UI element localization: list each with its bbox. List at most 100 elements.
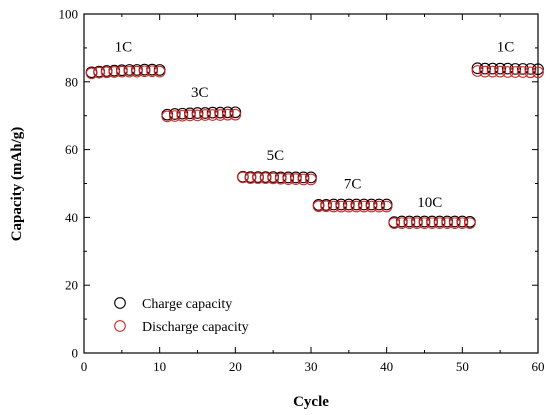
data-point (259, 172, 272, 184)
data-point (464, 217, 476, 230)
data-point (115, 65, 128, 78)
data-point (206, 109, 219, 121)
data-point (305, 173, 317, 186)
data-point (486, 62, 499, 75)
data-point (93, 66, 105, 79)
data-point (282, 173, 295, 185)
data-point (411, 217, 423, 230)
data-point (395, 217, 408, 230)
data-point (479, 62, 491, 75)
x-tick-label: 60 (532, 359, 545, 374)
data-point (199, 109, 211, 121)
x-tick-label: 0 (81, 359, 88, 374)
x-tick-label: 40 (380, 359, 393, 374)
rate-label: 5C (267, 148, 285, 164)
y-tick-label: 80 (65, 74, 78, 89)
data-point (380, 200, 393, 213)
data-point (418, 217, 431, 230)
rate-label: 1C (497, 39, 515, 55)
data-point (479, 65, 491, 78)
data-point (517, 63, 529, 75)
x-tick-label: 30 (305, 359, 318, 374)
data-point (456, 217, 469, 230)
data-point (168, 110, 181, 122)
data-point (433, 217, 446, 230)
data-point (274, 172, 287, 185)
data-point (153, 65, 166, 78)
data-point (524, 63, 537, 75)
data-point (471, 62, 484, 75)
rate-label: 10C (417, 195, 442, 211)
data-point (100, 66, 113, 79)
rate-label: 1C (115, 39, 133, 55)
legend-marker (114, 320, 126, 332)
rate-annotations: 1C 3C 5C 7C 10C 1C (115, 39, 515, 211)
data-point (131, 65, 143, 78)
data-point (214, 109, 227, 121)
x-tick-label: 20 (229, 359, 242, 374)
data-point (532, 66, 544, 79)
data-point (176, 109, 189, 122)
data-point (252, 172, 264, 184)
data-point (524, 66, 537, 79)
data-point (501, 66, 514, 78)
data-point (221, 108, 234, 121)
rate-label: 7C (344, 177, 362, 193)
rate-label: 3C (191, 85, 209, 101)
y-tick-label: 0 (72, 346, 79, 361)
data-point (358, 200, 370, 213)
data-point (509, 66, 522, 78)
y-axis-title: Capacity (mAh/g) (9, 127, 25, 242)
data-point (244, 172, 257, 184)
data-point (85, 67, 98, 80)
data-point (494, 65, 507, 78)
y-tick-label: 100 (59, 7, 79, 22)
tick-labels: 0 10 20 30 40 50 60 0 20 40 60 80 100 (59, 7, 545, 375)
data-point (184, 109, 196, 122)
data-point (517, 66, 529, 78)
x-tick-label: 10 (153, 359, 166, 374)
data-point (448, 217, 461, 230)
data-point (373, 200, 385, 213)
data-point (426, 217, 438, 230)
legend: Charge capacity Discharge capacity (114, 297, 249, 335)
data-point (312, 200, 325, 213)
data-points (85, 62, 544, 230)
data-point (501, 62, 514, 75)
data-point (320, 200, 332, 213)
data-point (327, 200, 340, 213)
ticks (83, 13, 539, 354)
data-point (532, 63, 544, 76)
data-point (229, 108, 242, 121)
y-tick-label: 40 (65, 210, 78, 225)
data-point (388, 217, 401, 230)
y-tick-label: 20 (65, 278, 78, 293)
data-point (138, 65, 151, 78)
x-tick-label: 50 (456, 359, 469, 374)
data-point (123, 65, 136, 78)
data-point (441, 217, 454, 230)
data-point (471, 65, 484, 77)
data-point (267, 172, 280, 185)
data-point (290, 173, 302, 185)
y-tick-label: 60 (65, 142, 78, 157)
data-point (237, 171, 249, 184)
data-point (191, 109, 204, 122)
x-axis-title: Cycle (293, 394, 329, 410)
data-point (335, 200, 348, 213)
data-point (108, 66, 121, 78)
legend-label: Discharge capacity (142, 320, 249, 335)
data-point (494, 62, 507, 75)
data-point (509, 63, 522, 75)
data-point (342, 200, 355, 213)
legend-marker (114, 297, 126, 309)
data-point (229, 106, 242, 119)
data-point (403, 217, 416, 230)
data-point (350, 200, 363, 213)
data-point (486, 65, 499, 78)
legend-label: Charge capacity (142, 297, 232, 312)
data-point (365, 200, 378, 213)
data-point (161, 110, 174, 123)
data-point (297, 173, 310, 186)
